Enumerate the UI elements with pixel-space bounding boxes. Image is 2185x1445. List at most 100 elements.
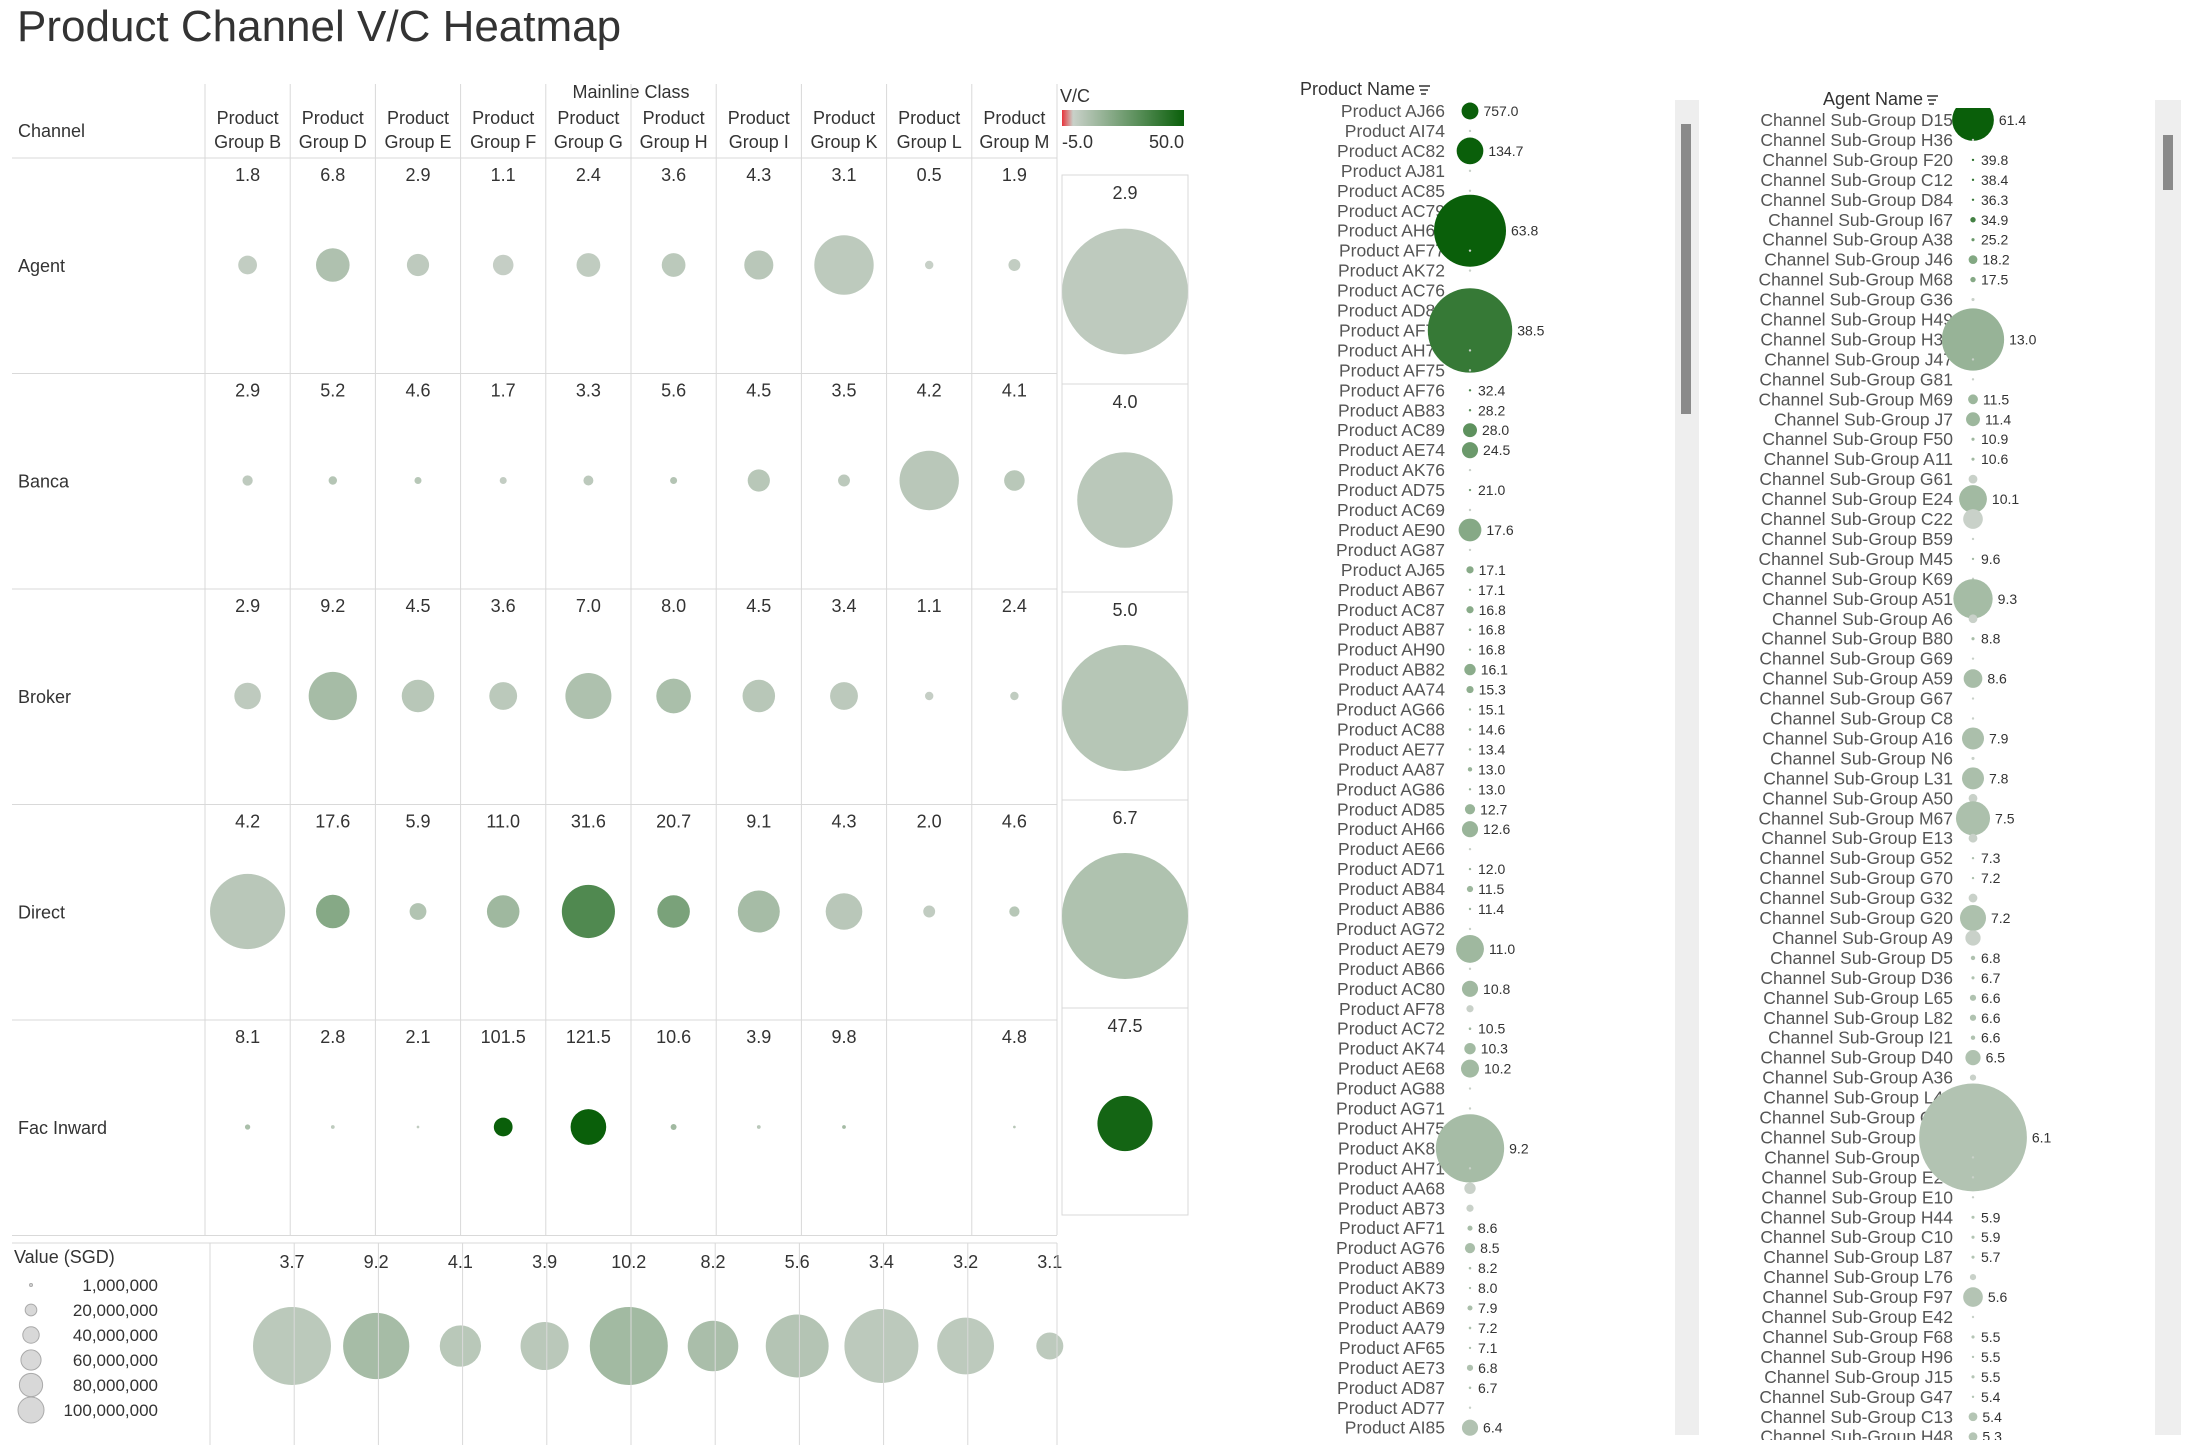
list-item-vc-label: 38.4 (1981, 172, 2008, 188)
color-legend-max-label: 50.0 (1149, 132, 1184, 152)
cell-vc-label: 5.2 (320, 381, 345, 401)
cell-vc-label: 1.1 (491, 165, 516, 185)
list-item-vc-label: 6.1 (2032, 1129, 2052, 1145)
column-label-line2: Group M (979, 132, 1049, 152)
row-total-vc-label: 6.7 (1112, 808, 1137, 828)
agent-list-scrollbar[interactable] (2155, 100, 2181, 1435)
list-item-bubble (1971, 557, 1975, 561)
cell-bubble (486, 895, 520, 928)
list-item-label: Channel Sub-Group A38 (1762, 230, 1953, 250)
list-item-bubble (1435, 1114, 1505, 1183)
cell-vc-label: 9.2 (320, 596, 345, 616)
size-legend-swatch (18, 1372, 44, 1398)
list-item-label: Product AC76 (1337, 281, 1445, 301)
list-item-bubble (1468, 1087, 1472, 1090)
column-label-line2: Group E (384, 132, 451, 152)
list-item-bubble (1968, 614, 1978, 624)
list-item-vc-label: 10.3 (1481, 1041, 1508, 1057)
list-item-label: Channel Sub-Group H49 (1760, 310, 1953, 330)
list-item-bubble (1468, 409, 1472, 412)
list-item-bubble (1468, 788, 1472, 791)
cell-vc-label: 4.3 (831, 812, 856, 832)
cell-vc-label: 3.4 (831, 596, 856, 616)
cell-bubble (401, 679, 435, 713)
list-item-label: Product AC89 (1337, 420, 1445, 440)
list-item-label: Channel Sub-Group C10 (1760, 1227, 1953, 1247)
list-item-vc-label: 6.7 (1981, 970, 2001, 986)
list-item-bubble (1468, 1286, 1472, 1290)
list-item-bubble (1968, 1412, 1978, 1422)
list-item-bubble (1434, 194, 1506, 267)
list-item-vc-label: 28.0 (1482, 422, 1509, 438)
list-item-label: Channel Sub-Group H37 (1760, 329, 1953, 349)
list-item-vc-label: 13.0 (2009, 331, 2036, 347)
column-label-line2: Group I (729, 132, 789, 152)
list-item-vc-label: 5.5 (1981, 1369, 2001, 1385)
column-total-vc-label: 3.4 (869, 1252, 894, 1272)
list-item-label: Channel Sub-Group H96 (1760, 1347, 1953, 1367)
cell-bubble (416, 1125, 420, 1129)
list-item-vc-label: 8.0 (1478, 1280, 1498, 1296)
product-list-scrollbar-thumb[interactable] (1681, 124, 1691, 414)
color-legend-title: V/C (1060, 86, 1090, 106)
cell-bubble (656, 678, 691, 714)
list-item-vc-label: 6.7 (1478, 1380, 1498, 1396)
list-item-vc-label: 134.7 (1488, 143, 1523, 159)
list-item-label: Channel Sub-Group G61 (1759, 469, 1953, 489)
list-item-bubble (1971, 976, 1975, 980)
list-item-label: Channel Sub-Group F97 (1762, 1287, 1953, 1307)
row-total-vc-label: 2.9 (1112, 183, 1137, 203)
list-item-label: Channel Sub-Group L87 (1763, 1247, 1953, 1267)
cell-vc-label: 4.6 (1002, 812, 1027, 832)
color-legend-ramp (1062, 110, 1184, 126)
row-total-bubble (1097, 1095, 1153, 1152)
list-item-label: Product AF76 (1339, 380, 1445, 400)
cell-bubble (925, 260, 934, 270)
list-item-label: Product AC80 (1337, 979, 1445, 999)
column-total-bubble (253, 1307, 331, 1385)
list-item-bubble (1466, 606, 1474, 614)
column-total-vc-label: 5.6 (785, 1252, 810, 1272)
list-item-label: Channel Sub-Group H36 (1760, 130, 1953, 150)
list-item-vc-label: 11.0 (1489, 941, 1515, 957)
list-item-label: Product AH71 (1337, 1158, 1445, 1178)
list-item-vc-label: 757.0 (1483, 103, 1518, 119)
cell-vc-label: 2.9 (405, 165, 430, 185)
list-item-bubble (1971, 1215, 1975, 1219)
list-item-label: Channel Sub-Group F50 (1762, 429, 1953, 449)
list-item-bubble (1969, 1074, 1977, 1081)
cell-vc-label: 3.6 (661, 165, 686, 185)
list-item-bubble (1970, 955, 1976, 961)
list-item-bubble (1467, 1305, 1473, 1311)
column-label-line2: Group L (897, 132, 962, 152)
list-item-label: Channel Sub-Group J89 (1764, 1147, 1953, 1167)
list-item-bubble (1464, 1042, 1476, 1055)
list-item-bubble (1461, 821, 1479, 838)
list-item-label: Product AA74 (1338, 680, 1445, 700)
list-item-bubble (1952, 108, 1994, 141)
list-item-label: Product AH90 (1337, 640, 1445, 660)
cell-vc-label: 1.1 (917, 596, 942, 616)
list-item-bubble (1971, 138, 1975, 142)
list-item-label: Product AF71 (1339, 1218, 1445, 1238)
list-item-bubble (1468, 907, 1472, 911)
cell-vc-label: 3.6 (491, 596, 516, 616)
list-item-vc-label: 10.5 (1478, 1021, 1505, 1037)
list-item-bubble (1968, 474, 1978, 484)
list-item-bubble (1468, 129, 1472, 133)
product-list-scrollbar[interactable] (1675, 100, 1699, 1435)
list-item-vc-label: 7.2 (1981, 870, 2001, 886)
list-item-bubble (1468, 1346, 1472, 1350)
list-item-label: Channel Sub-Group E42 (1761, 1307, 1953, 1327)
list-item-bubble (1466, 885, 1474, 893)
cell-bubble (409, 903, 427, 920)
column-total-vc-label: 4.1 (448, 1252, 473, 1272)
cell-vc-label: 4.5 (746, 596, 771, 616)
list-item-label: Product AH70 (1337, 340, 1445, 360)
agent-list-scrollbar-thumb[interactable] (2163, 135, 2173, 190)
list-item-bubble (1968, 394, 1978, 405)
list-item-bubble (1968, 833, 1978, 843)
cell-bubble (814, 235, 874, 295)
list-item-vc-label: 17.5 (1981, 272, 2008, 288)
